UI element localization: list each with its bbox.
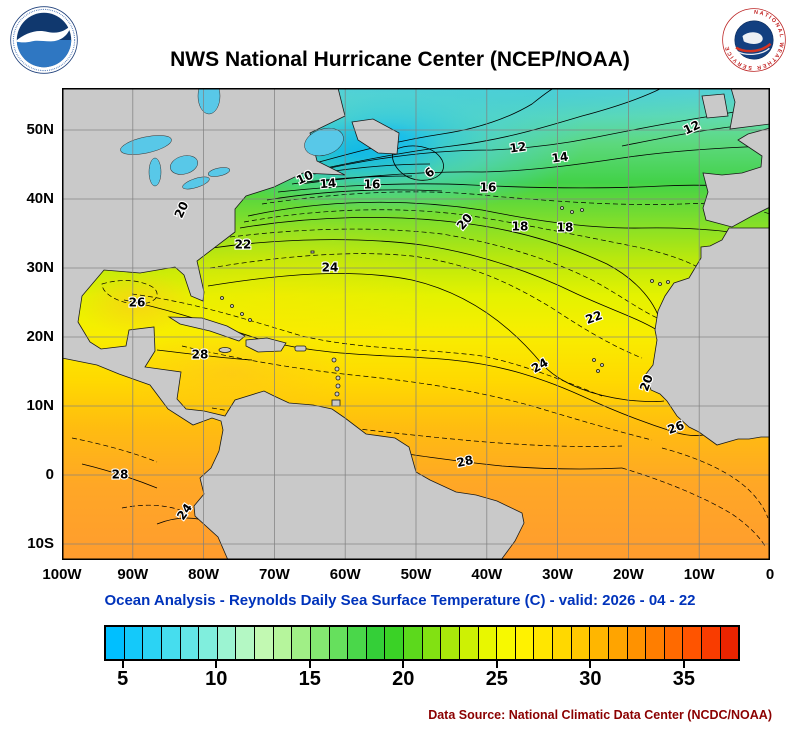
colorbar-tick <box>682 661 685 668</box>
contour-label: 16 <box>480 181 497 195</box>
colorbar-segment <box>292 627 311 659</box>
lat-label: 30N <box>26 259 54 276</box>
seagull-icon <box>15 25 72 43</box>
colorbar-segment <box>199 627 218 659</box>
colorbar-tick-label: 25 <box>485 668 508 690</box>
contour-label: 22 <box>235 238 252 252</box>
noaa-logo <box>10 6 78 74</box>
colorbar-segment <box>161 627 181 659</box>
colorbar-tick-label: 30 <box>579 668 602 690</box>
lat-label: 50N <box>26 121 54 138</box>
contour-label: 14 <box>319 176 337 191</box>
map-border <box>62 88 770 560</box>
colorbar-segment <box>534 627 553 659</box>
map-caption: Ocean Analysis - Reynolds Daily Sea Surf… <box>104 592 696 609</box>
contour-label: 14 <box>551 149 569 165</box>
lon-label: 70W <box>258 566 290 583</box>
colorbar-segment <box>590 627 609 659</box>
lon-label: 80W <box>188 566 220 583</box>
colorbar-segment <box>627 627 647 659</box>
colorbar-segment <box>255 627 274 659</box>
colorbar-tick <box>589 661 592 668</box>
contour-label: 20 <box>637 373 656 393</box>
contour-label: 24 <box>322 261 339 275</box>
colorbar-segment <box>143 627 162 659</box>
colorbar-segment <box>329 627 349 659</box>
colorbar-segment <box>646 627 665 659</box>
colorbar-ticks <box>104 661 740 669</box>
contour-label: 18 <box>512 220 529 234</box>
lat-label: 10N <box>26 397 54 414</box>
colorbar-segment <box>310 627 330 659</box>
lon-label: 50W <box>400 566 432 583</box>
contour-label: 26 <box>666 418 686 437</box>
contour-label: 16 <box>364 178 381 192</box>
lon-label: 30W <box>542 566 574 583</box>
colorbar-segment <box>180 627 200 659</box>
colorbar-segment <box>124 627 144 659</box>
colorbar-segment <box>478 627 498 659</box>
colorbar-tick-label: 35 <box>672 668 695 690</box>
contour-label: 26 <box>129 296 146 310</box>
colorbar-tick <box>402 661 405 668</box>
colorbar-segment <box>664 627 684 659</box>
contour-label: 28 <box>112 468 129 482</box>
contour-label: 22 <box>584 308 604 327</box>
colorbar-segment <box>273 627 293 659</box>
contour-label: 28 <box>192 348 209 362</box>
colorbar-tick <box>215 661 218 668</box>
lat-label: 20N <box>26 328 54 345</box>
colorbar-segment <box>348 627 367 659</box>
colorbar-tick-label: 15 <box>298 668 321 690</box>
colorbar-segment <box>441 627 460 659</box>
lon-label: 0 <box>765 566 775 583</box>
colorbar-segment <box>404 627 423 659</box>
colorbar-segment <box>459 627 479 659</box>
colorbar-segment <box>720 627 739 659</box>
colorbar-segment <box>683 627 702 659</box>
nws-logo: NATIONAL WEATHER SERVICE <box>722 8 786 72</box>
colorbar-labels: 5 10 15 20 25 30 35 <box>0 668 800 694</box>
colorbar-tick <box>121 661 124 668</box>
lon-label: 20W <box>612 566 644 583</box>
graticule <box>62 88 770 560</box>
colorbar-segment <box>366 627 386 659</box>
colorbar-segment <box>236 627 255 659</box>
contour-label: 28 <box>455 453 474 470</box>
data-source-text: Data Source: National Climatic Data Cent… <box>428 708 772 722</box>
contour-label: 18 <box>557 221 574 235</box>
lon-label: 100W <box>42 566 82 583</box>
lon-label: 40W <box>471 566 503 583</box>
colorbar-tick <box>308 661 311 668</box>
colorbar-segment <box>106 627 125 659</box>
colorbar-segment <box>553 627 572 659</box>
colorbar-tick-label: 10 <box>205 668 228 690</box>
lat-label: 40N <box>26 190 54 207</box>
land-masses <box>62 88 770 560</box>
contour-label: 12 <box>509 139 527 155</box>
colorbar-tick-label: 5 <box>117 668 129 690</box>
lon-label: 90W <box>117 566 149 583</box>
sst-map: 6 10 14 16 12 14 12 16 18 18 20 20 22 24 22 24 26 28 26 20 2… <box>62 88 770 560</box>
colorbar-segment <box>702 627 721 659</box>
colorbar-segment <box>571 627 591 659</box>
colorbar-segment <box>385 627 404 659</box>
colorbar <box>104 625 740 661</box>
colorbar-tick <box>495 661 498 668</box>
lon-label: 60W <box>329 566 361 583</box>
lat-label: 0 <box>45 466 54 483</box>
page-title: NWS National Hurricane Center (NCEP/NOAA… <box>170 48 630 71</box>
colorbar-segment <box>497 627 516 659</box>
colorbar-segment <box>422 627 442 659</box>
lat-label: 10S <box>27 535 54 552</box>
colorbar-segment <box>217 627 237 659</box>
colorbar-segment <box>515 627 535 659</box>
lon-label: 10W <box>683 566 715 583</box>
colorbar-segment <box>608 627 628 659</box>
colorbar-tick-label: 20 <box>392 668 415 690</box>
